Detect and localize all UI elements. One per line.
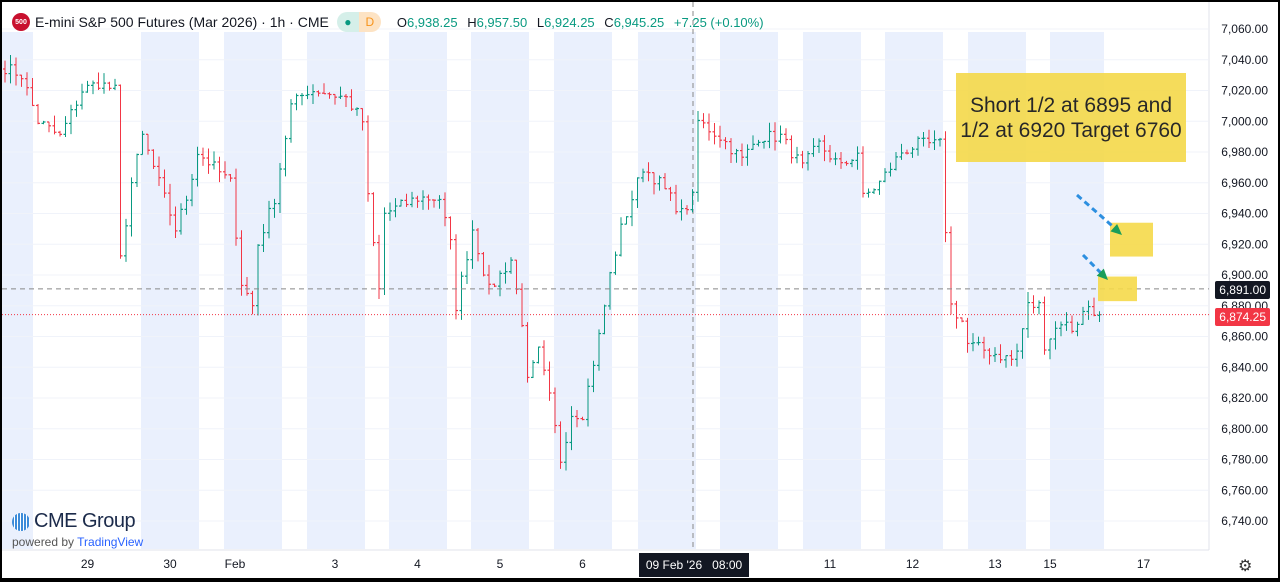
symbol-title[interactable]: E-mini S&P 500 Futures (Mar 2026) · 1h ·… (35, 14, 329, 30)
y-tick-label: 6,780.00 (1221, 453, 1268, 467)
brand-name: CME Group (34, 510, 136, 532)
trade-annotation[interactable]: Short 1/2 at 6895 and 1/2 at 6920 Target… (956, 73, 1186, 162)
x-tick-label: 11 (824, 557, 837, 571)
settings-gear-icon[interactable]: ⚙ (1238, 558, 1253, 575)
session-band (389, 32, 447, 549)
x-tick-label: 17 (1137, 557, 1151, 571)
y-tick-label: 6,980.00 (1221, 145, 1268, 159)
close-label: C (604, 14, 614, 30)
x-tick-label: 30 (163, 557, 177, 571)
powered-by: powered by (12, 535, 75, 549)
session-band (885, 32, 943, 549)
y-tick-label: 6,900.00 (1221, 268, 1268, 282)
dashed-arrow-line[interactable] (1076, 193, 1119, 233)
session-band (720, 32, 778, 549)
tradingview-link[interactable]: TradingView (77, 535, 144, 549)
y-tick-label: 6,940.00 (1221, 207, 1268, 221)
y-tick-label: 6,820.00 (1221, 391, 1268, 405)
market-status[interactable]: ● D (336, 12, 381, 32)
low-value: 6,924.25 (544, 14, 595, 30)
x-tick-label: Feb (225, 557, 246, 571)
open-label: O (396, 14, 407, 30)
open-value: 6,938.25 (406, 14, 458, 30)
market-open-dot-icon: ● (336, 12, 359, 32)
x-tick-label: 6 (579, 557, 586, 571)
cme-globe-icon (12, 512, 30, 531)
y-tick-label: 7,020.00 (1221, 84, 1268, 98)
x-tick-label: 3 (332, 557, 339, 571)
y-tick-label: 6,840.00 (1221, 360, 1268, 374)
session-band (224, 32, 282, 549)
high-label: H (467, 14, 477, 30)
symbol-logo: 500 (12, 13, 30, 31)
session-band (803, 32, 861, 549)
x-tick-label: 13 (988, 557, 1002, 571)
y-tick-label: 7,000.00 (1221, 114, 1268, 128)
crosshair-time: 08:00 (712, 558, 743, 572)
session-band (554, 32, 612, 549)
x-tick-label: 5 (497, 557, 504, 571)
y-tick-label: 6,920.00 (1221, 237, 1268, 251)
y-tick-label: 6,860.00 (1221, 330, 1268, 344)
delayed-badge: D (358, 12, 381, 32)
session-band (2, 32, 33, 549)
dashed-line-price-label: 6,891.00 (1215, 281, 1270, 299)
last-price-label: 6,874.25 (1215, 308, 1270, 326)
ohlc-values: O6,938.25 H6,957.50 L6,924.25 C6,945.25 … (391, 15, 764, 30)
brand-watermark: CME Group powered by TradingView (12, 510, 143, 549)
change-value: +7.25 (+0.10%) (673, 14, 764, 30)
y-tick-label: 6,740.00 (1221, 514, 1268, 528)
high-value: 6,957.50 (476, 14, 528, 30)
arrow-head-icon (1110, 223, 1122, 235)
entry-zone[interactable] (1098, 276, 1137, 302)
y-tick-label: 7,060.00 (1221, 22, 1268, 36)
close-value: 6,945.25 (613, 14, 665, 30)
y-tick-label: 6,800.00 (1221, 422, 1268, 436)
y-tick-label: 6,960.00 (1221, 176, 1268, 190)
x-tick-label: 15 (1043, 557, 1057, 571)
symbol-legend: 500 E-mini S&P 500 Futures (Mar 2026) · … (12, 12, 764, 32)
arrow-head-icon (1096, 268, 1108, 280)
low-label: L (536, 14, 545, 30)
x-tick-label: 29 (81, 557, 95, 571)
crosshair-time-label: 09 Feb '26 08:00 (639, 553, 749, 577)
y-tick-label: 7,040.00 (1221, 53, 1268, 67)
x-tick-label: 12 (906, 557, 920, 571)
x-tick-label: 4 (414, 557, 421, 571)
session-band (638, 32, 696, 549)
y-tick-label: 6,760.00 (1221, 483, 1268, 497)
crosshair-date: 09 Feb '26 (645, 558, 703, 572)
session-band (307, 32, 365, 549)
session-band (141, 32, 199, 549)
